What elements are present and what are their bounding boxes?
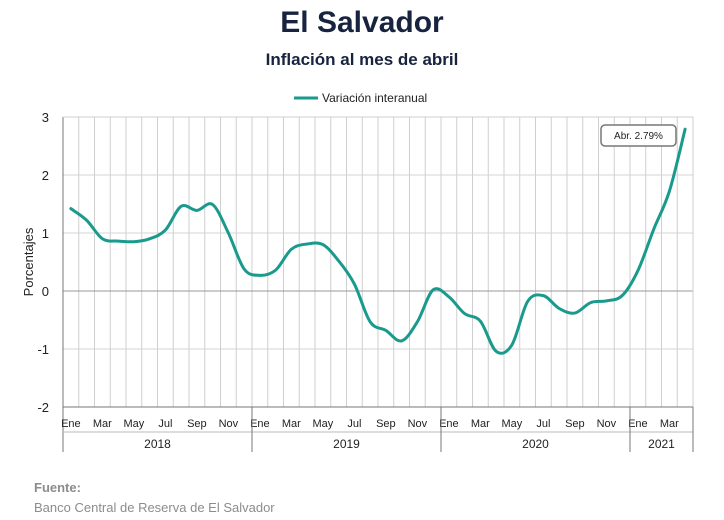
year-label: 2019 — [333, 437, 360, 451]
source-label: Fuente: — [34, 480, 81, 495]
chart-title: El Salvador — [280, 6, 444, 39]
x-axis-ticks: Ene Mar May Jul Sep Nov Ene Mar May Jul Sep Nov Ene M… — [61, 418, 679, 430]
x-tick-label: Ene — [628, 418, 648, 430]
series-line-variacion-interanual — [69, 127, 687, 355]
chart-subtitle: Inflación al mes de abril — [265, 50, 459, 69]
legend-label: Variación interanual — [322, 91, 427, 105]
annotation: Abr. 2.79% — [600, 124, 677, 147]
series-layer — [69, 127, 687, 355]
year-label: 2020 — [522, 437, 549, 451]
x-tick-label: Mar — [471, 418, 490, 430]
x-tick-label: Ene — [250, 418, 270, 430]
x-tick-label: May — [123, 418, 144, 430]
annotation-box — [600, 124, 677, 147]
line-chart: Ene Mar May Jul Sep Nov Ene Mar May Jul Sep Nov Ene M… — [21, 91, 694, 452]
y-tick-label: -1 — [37, 342, 49, 357]
x-tick-label: Nov — [597, 418, 617, 430]
x-tick-label: Jul — [158, 418, 172, 430]
x-tick-label: Ene — [61, 418, 81, 430]
grid — [63, 116, 693, 408]
x-tick-label: Sep — [187, 418, 207, 430]
x-tick-label: Nov — [408, 418, 428, 430]
axes — [62, 116, 694, 452]
x-tick-label: May — [501, 418, 522, 430]
y-tick-label: 1 — [42, 226, 49, 241]
y-tick-label: 3 — [42, 110, 49, 125]
y-tick-label: 2 — [42, 168, 49, 183]
x-tick-label: Sep — [376, 418, 396, 430]
x-tick-label: Mar — [660, 418, 679, 430]
y-tick-label: -2 — [37, 400, 49, 415]
x-tick-label: Jul — [536, 418, 550, 430]
y-tick-label: 0 — [42, 284, 49, 299]
x-tick-label: Mar — [93, 418, 112, 430]
legend: Variación interanual — [294, 91, 427, 105]
x-tick-label: Ene — [439, 418, 459, 430]
x-tick-label: Mar — [282, 418, 301, 430]
x-tick-label: May — [312, 418, 333, 430]
x-tick-label: Nov — [219, 418, 239, 430]
year-labels: 2018 2019 2020 2021 — [144, 407, 675, 452]
source-text: Banco Central de Reserva de El Salvador — [34, 500, 275, 515]
y-axis-ticks: 3 2 1 0 -1 -2 — [37, 110, 49, 415]
x-tick-label: Jul — [347, 418, 361, 430]
annotation-label: Abr. 2.79% — [614, 131, 663, 142]
year-label: 2021 — [648, 437, 675, 451]
x-tick-label: Sep — [565, 418, 585, 430]
y-axis-label: Porcentajes — [21, 227, 36, 296]
year-label: 2018 — [144, 437, 171, 451]
